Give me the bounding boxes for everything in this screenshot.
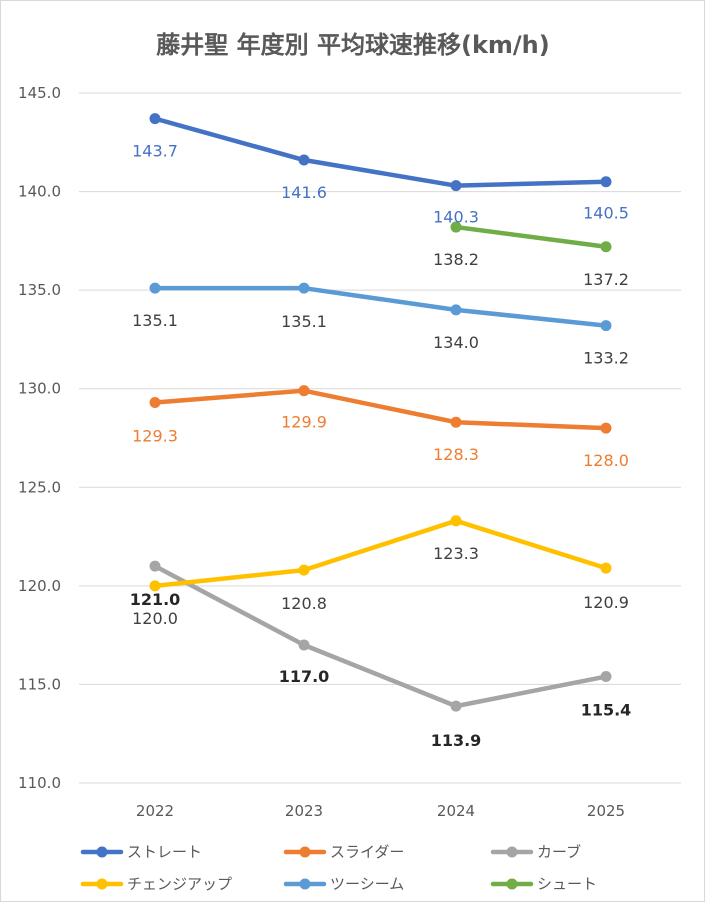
series-line	[152, 388, 609, 431]
data-point	[149, 282, 161, 294]
data-label: 129.9	[281, 413, 327, 432]
series-line	[453, 224, 609, 250]
x-tick-label: 2024	[437, 802, 475, 820]
data-label: 137.2	[583, 270, 629, 289]
data-point	[600, 422, 612, 434]
data-point	[600, 671, 612, 683]
data-label: 120.0	[132, 609, 178, 628]
data-point	[450, 515, 462, 527]
y-tick-label: 125.0	[18, 478, 61, 496]
data-label: 143.7	[132, 142, 178, 161]
data-point	[450, 180, 462, 192]
legend-swatch-marker	[506, 878, 518, 890]
data-label: 128.0	[583, 451, 629, 470]
data-label: 140.3	[433, 208, 479, 227]
data-point	[450, 416, 462, 428]
legend-label: スライダー	[330, 843, 404, 861]
legend-item: カーブ	[490, 843, 581, 861]
series-5	[450, 221, 612, 253]
data-point	[298, 154, 310, 166]
series-line	[152, 563, 609, 709]
data-label: 140.5	[583, 204, 629, 223]
legend-item: チェンジアップ	[80, 875, 232, 893]
legend-label: カーブ	[537, 843, 581, 861]
data-label: 138.2	[433, 250, 479, 269]
y-axis-ticks: 110.0 115.0 120.0 125.0 130.0 135.0 140.0 145.0	[18, 84, 61, 792]
data-label: 115.4	[581, 701, 632, 720]
series-4	[149, 282, 612, 332]
data-point	[149, 397, 161, 409]
legend-label: シュート	[537, 875, 597, 893]
y-tick-label: 145.0	[18, 84, 61, 102]
x-axis-ticks: 2022 2023 2024 2025	[136, 802, 625, 820]
chart-title: 藤井聖 年度別 平均球速推移(km/h)	[156, 31, 549, 59]
data-label: 123.3	[433, 544, 479, 563]
legend-label: チェンジアップ	[127, 875, 232, 893]
y-tick-label: 110.0	[18, 774, 61, 792]
series-2	[149, 560, 612, 712]
x-tick-label: 2022	[136, 802, 174, 820]
data-point	[298, 639, 310, 651]
data-label: 134.0	[433, 333, 479, 352]
data-point	[600, 241, 612, 253]
y-tick-label: 130.0	[18, 380, 61, 398]
series-line	[152, 116, 609, 188]
data-label: 133.2	[583, 349, 629, 368]
y-tick-label: 135.0	[18, 281, 61, 299]
legend-label: ストレート	[127, 843, 202, 861]
legend-swatch-marker	[299, 878, 311, 890]
data-point	[298, 385, 310, 397]
series-line	[152, 285, 609, 328]
legend-swatch-marker	[96, 846, 108, 858]
data-point	[450, 304, 462, 316]
x-tick-label: 2025	[587, 802, 625, 820]
data-label: 113.9	[431, 731, 482, 750]
legend-item: シュート	[490, 875, 597, 893]
series-1	[149, 385, 612, 434]
y-tick-label: 140.0	[18, 183, 61, 201]
data-labels: 143.7 141.6 140.3 140.5 129.3 129.9 128.3 128.0…	[130, 142, 632, 750]
y-tick-label: 120.0	[18, 577, 61, 595]
legend-item: スライダー	[283, 843, 404, 861]
series-line	[152, 518, 609, 589]
data-point	[450, 700, 462, 712]
series-0	[149, 113, 612, 192]
data-point	[298, 564, 310, 576]
data-point	[149, 580, 161, 592]
data-label: 117.0	[279, 667, 330, 686]
legend-item: ストレート	[80, 843, 202, 861]
data-point	[600, 176, 612, 188]
data-label: 121.0	[130, 590, 181, 609]
data-label: 129.3	[132, 427, 178, 446]
data-point	[298, 282, 310, 294]
data-label: 135.1	[132, 311, 178, 330]
x-tick-label: 2023	[285, 802, 323, 820]
data-label: 141.6	[281, 183, 327, 202]
data-point	[600, 562, 612, 574]
data-point	[149, 113, 161, 125]
data-point	[450, 221, 462, 233]
legend-swatch-marker	[299, 846, 311, 858]
data-label: 128.3	[433, 445, 479, 464]
data-point	[149, 560, 161, 572]
data-label: 135.1	[281, 312, 327, 331]
series-lines	[149, 113, 612, 712]
series-3	[149, 515, 612, 592]
legend-swatch-marker	[506, 846, 518, 858]
data-label: 120.8	[281, 594, 327, 613]
legend-swatch-marker	[96, 878, 108, 890]
legend-item: ツーシーム	[283, 875, 404, 893]
y-tick-label: 115.0	[18, 675, 61, 693]
data-point	[600, 320, 612, 332]
legend-label: ツーシーム	[330, 875, 404, 893]
data-label: 120.9	[583, 593, 629, 612]
